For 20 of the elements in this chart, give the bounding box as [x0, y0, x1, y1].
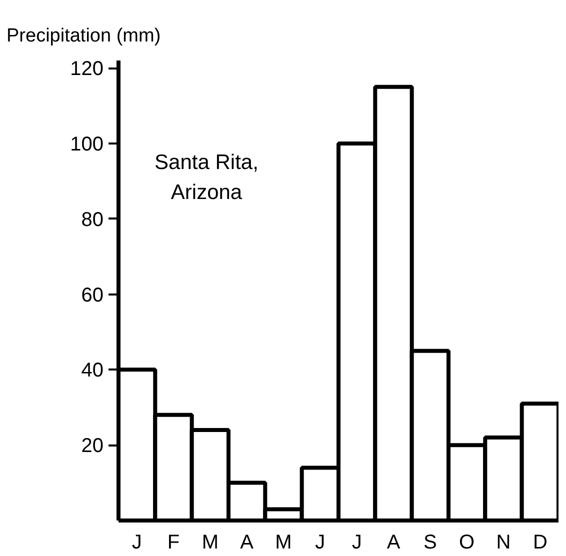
x-tick-label: J: [315, 532, 326, 554]
x-tick-label: M: [275, 532, 292, 554]
x-tick-label: N: [496, 532, 511, 554]
x-tick-label: J: [132, 532, 142, 554]
x-tick-label: S: [423, 532, 437, 554]
y-tick-label: 120: [70, 58, 104, 80]
y-tick-label: 100: [70, 133, 104, 156]
y-tick-label: 80: [81, 208, 104, 231]
x-tick-label: J: [352, 532, 362, 554]
y-tick-label: 20: [81, 435, 104, 458]
y-tick-label: 40: [81, 360, 104, 382]
x-tick-label: A: [240, 532, 254, 554]
y-axis-title: Precipitation (mm): [6, 26, 161, 46]
x-tick-label: M: [202, 532, 219, 554]
x-tick-label: A: [386, 532, 401, 554]
x-tick-label: O: [459, 532, 475, 554]
x-tick-label: F: [167, 532, 180, 554]
y-tick-label: 60: [81, 284, 104, 306]
x-tick-label: D: [532, 532, 548, 554]
annotation: Santa Rita, Arizona: [154, 150, 258, 204]
